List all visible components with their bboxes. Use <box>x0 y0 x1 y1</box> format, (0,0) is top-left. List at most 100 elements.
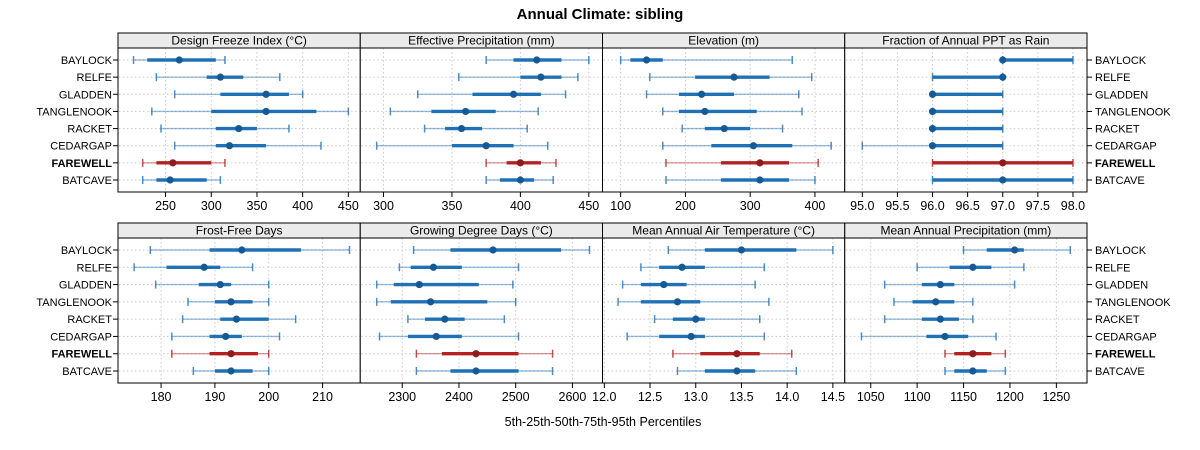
percentile-marks <box>962 246 1072 254</box>
x-tick-label: 96.0 <box>920 199 944 213</box>
site-label-right: BAYLOCK <box>1095 55 1147 67</box>
x-tick-label: 97.5 <box>1026 199 1050 213</box>
percentile-marks <box>626 332 766 341</box>
percentile-marks <box>928 90 1004 99</box>
x-tick-label: 350 <box>247 199 268 213</box>
percentile-marks <box>485 176 554 184</box>
x-tick-label: 200 <box>258 390 279 404</box>
x-tick-label: 350 <box>442 199 463 213</box>
site-label-left: BATCAVE <box>62 366 112 378</box>
percentile-marks <box>412 246 591 254</box>
site-label-right: BAYLOCK <box>1095 245 1147 257</box>
percentile-marks <box>672 349 793 358</box>
percentile-marks <box>173 141 322 150</box>
percentile-marks <box>640 263 766 272</box>
x-tick-label: 95.5 <box>885 199 909 213</box>
percentile-marks <box>999 56 1074 64</box>
percentile-marks <box>916 263 1025 272</box>
x-tick-label: 180 <box>151 390 172 404</box>
x-tick-label: 12.0 <box>592 390 616 404</box>
percentile-marks <box>423 124 528 133</box>
panel-4: Frost-Free Days 180 190 200 210 <box>113 222 361 404</box>
site-label-left: BATCAVE <box>62 175 112 187</box>
panel-0: Design Freeze Index (°C) 250 300 350 400 450 <box>113 32 361 213</box>
x-tick-label: 2400 <box>445 390 473 404</box>
x-tick-label: 98.0 <box>1061 199 1085 213</box>
site-label-right: BATCAVE <box>1095 366 1145 378</box>
panel-strip-title: Elevation (m) <box>688 34 759 48</box>
percentile-marks <box>928 107 1004 116</box>
x-tick-label: 400 <box>292 199 313 213</box>
percentile-marks <box>375 297 517 306</box>
percentile-marks <box>171 332 281 341</box>
x-tick-label: 14.0 <box>775 390 799 404</box>
x-tick-label: 100 <box>610 199 631 213</box>
percentile-marks <box>893 297 974 306</box>
percentile-marks <box>665 158 819 167</box>
percentile-marks <box>665 176 816 184</box>
percentile-marks <box>944 367 1007 375</box>
x-tick-label: 200 <box>675 199 696 213</box>
percentile-marks <box>132 56 226 64</box>
panel-strip-title: Design Freeze Index (°C) <box>171 34 307 48</box>
percentile-marks <box>375 141 549 150</box>
percentile-marks <box>645 90 800 99</box>
x-axis-caption: 5th-25th-50th-75th-95th Percentiles <box>505 415 702 429</box>
site-label-right: CEDARGAP <box>1095 331 1157 343</box>
site-label-right: GLADDEN <box>1095 280 1148 292</box>
percentile-marks <box>617 297 770 306</box>
site-label-right: FAREWELL <box>1095 158 1156 170</box>
percentile-marks <box>931 176 1074 184</box>
site-label-left: GLADDEN <box>59 89 112 101</box>
site-label-left: GLADDEN <box>59 280 112 292</box>
x-tick-label: 95.0 <box>850 199 874 213</box>
percentile-marks <box>192 367 270 375</box>
x-tick-label: 97.0 <box>991 199 1015 213</box>
x-tick-label: 450 <box>578 199 599 213</box>
panel-strip-title: Growing Degree Days (°C) <box>410 224 553 238</box>
x-tick-label: 300 <box>373 199 394 213</box>
site-label-left: CEDARGAP <box>50 331 112 343</box>
panel-6: Mean Annual Air Temperature (°C) 12.0 12.5… <box>592 222 846 404</box>
panel-strip-title: Effective Precipitation (mm) <box>408 34 555 48</box>
x-tick-label: 190 <box>204 390 225 404</box>
panel-1: Effective Precipitation (mm) 300 350 400 450 <box>359 32 603 213</box>
percentile-marks <box>931 158 1074 167</box>
panel-7: Mean Annual Precipitation (mm) 1050 1100 11… <box>844 222 1092 404</box>
percentile-marks <box>415 349 554 358</box>
percentile-marks <box>661 141 832 150</box>
site-label-left: FAREWELL <box>52 349 113 361</box>
percentile-marks <box>398 263 520 272</box>
site-label-left: BAYLOCK <box>61 55 113 67</box>
panel-2: Elevation (m) 100 200 300 400 <box>602 32 846 213</box>
percentile-marks <box>883 280 1016 289</box>
x-tick-label: 2600 <box>559 390 587 404</box>
percentile-marks <box>181 315 297 324</box>
percentile-marks <box>861 141 1004 150</box>
x-tick-label: 14.5 <box>821 390 845 404</box>
x-tick-label: 1250 <box>1042 390 1070 404</box>
panel-3: Fraction of Annual PPT as Rain 95.0 95.5 96… <box>844 32 1092 213</box>
site-label-right: RELFE <box>1095 72 1130 84</box>
percentile-marks <box>154 280 270 289</box>
percentile-marks <box>171 349 270 358</box>
percentile-marks <box>676 367 798 375</box>
percentile-marks <box>378 332 520 341</box>
percentile-marks <box>155 73 281 82</box>
percentile-marks <box>160 124 290 133</box>
site-label-left: RACKET <box>67 314 112 326</box>
site-label-left: TANGLENOOK <box>36 297 112 309</box>
percentile-marks <box>151 107 350 116</box>
x-tick-label: 1100 <box>904 390 931 404</box>
x-tick-label: 1050 <box>857 390 885 404</box>
percentile-marks <box>133 263 254 272</box>
x-tick-label: 400 <box>805 199 826 213</box>
percentile-marks <box>928 124 1004 133</box>
panel-strip <box>844 32 1088 49</box>
percentile-marks <box>883 315 974 324</box>
percentile-marks <box>653 315 761 324</box>
site-label-left: RACKET <box>67 124 112 136</box>
x-tick-label: 300 <box>201 199 222 213</box>
percentile-marks <box>649 73 813 82</box>
